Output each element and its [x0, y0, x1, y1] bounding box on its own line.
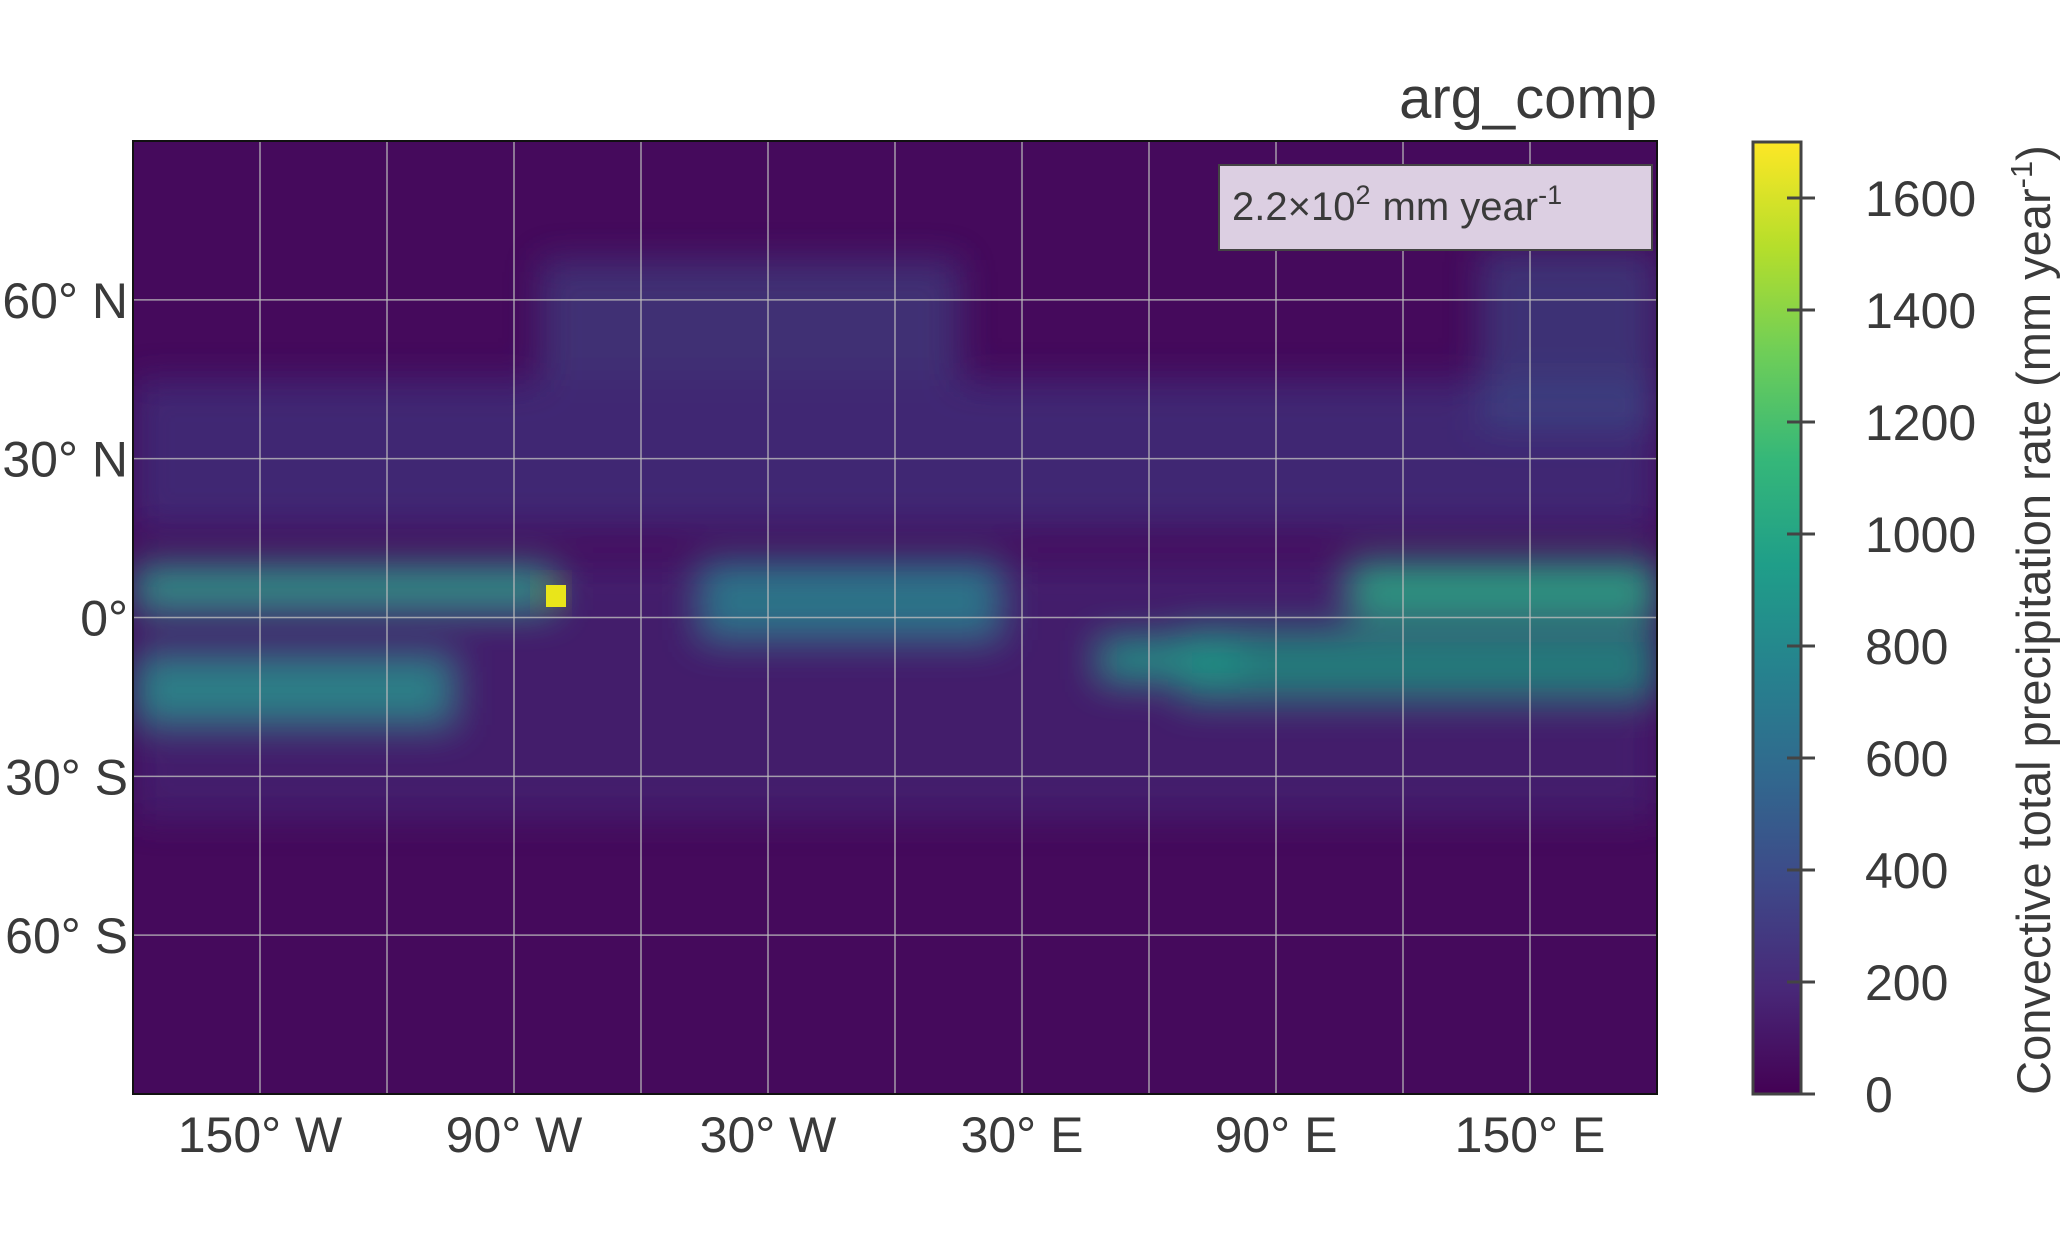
colorbar-tick-label: 0: [1865, 1067, 1893, 1123]
y-tick-label: 30° S: [5, 749, 128, 805]
map-frame: [132, 140, 1658, 1095]
annotation-unit: mm year: [1383, 185, 1539, 229]
colorbar: 0 200 400 600 800 1000 1200 1400 1600: [1751, 140, 1976, 1123]
colorbar-tick-label: 800: [1865, 619, 1948, 675]
axes: 150° W 90° W 30° W 30° E 90° E 150° E 60° N 30°…: [2, 273, 1605, 1163]
colorbar-tick-label: 1200: [1865, 395, 1976, 451]
y-tick-label: 60° N: [2, 273, 128, 329]
colorbar-label: Convective total precipitation rate (mm …: [2004, 145, 2060, 1095]
x-tick-label: 30° E: [961, 1107, 1084, 1163]
title: arg_comp: [1399, 66, 1657, 131]
colorbar-tick-label: 600: [1865, 731, 1948, 787]
colorbar-tick-label: 200: [1865, 955, 1948, 1011]
colorbar-tick-label: 1600: [1865, 171, 1976, 227]
colorbar-tick-label: 400: [1865, 843, 1948, 899]
colorbar-tick-label: 1400: [1865, 283, 1976, 339]
y-tick-label: 30° N: [2, 432, 128, 488]
colorbar-label-end: ): [2007, 145, 2060, 161]
annotation-value: 2.2×10: [1232, 185, 1355, 229]
y-tick-label: 60° S: [5, 908, 128, 964]
colorbar-scale: [1751, 140, 1803, 1096]
annotation-exponent: 2: [1355, 180, 1370, 210]
x-tick-label: 90° E: [1215, 1107, 1338, 1163]
annotation-box: [1218, 164, 1653, 251]
x-tick-label: 150° W: [178, 1107, 343, 1163]
colorbar-label-exponent: -1: [2004, 161, 2039, 189]
annotation-text: 2.2×102 mm year-1: [1232, 180, 1562, 229]
x-tick-label: 90° W: [446, 1107, 584, 1163]
annotation-unit-exponent: -1: [1538, 180, 1562, 210]
colorbar-tick-label: 1000: [1865, 507, 1976, 563]
colorbar-label-text: Convective total precipitation rate (mm …: [2007, 188, 2060, 1094]
x-tick-label: 30° W: [700, 1107, 838, 1163]
grid: [133, 141, 1657, 1094]
x-tick-label: 150° E: [1455, 1107, 1606, 1163]
annotation: 2.2×102 mm year-1: [1218, 164, 1653, 251]
y-tick-label: 0°: [80, 591, 128, 647]
